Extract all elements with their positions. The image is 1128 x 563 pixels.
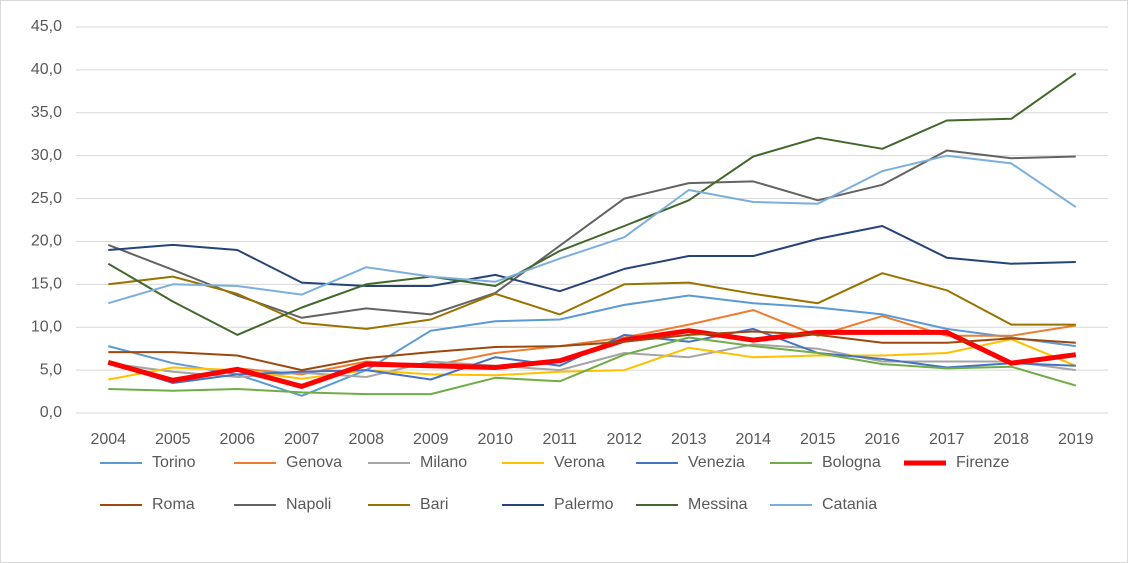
series-line — [108, 225, 1076, 293]
legend-label: Torino — [152, 454, 196, 471]
x-tick-label: 2004 — [90, 431, 126, 448]
y-tick-label: 40,0 — [31, 61, 62, 78]
x-tick-label: 2016 — [864, 431, 900, 448]
series-line — [108, 309, 1076, 380]
legend-label: Bologna — [822, 454, 881, 471]
series-line — [108, 338, 1077, 381]
x-tick-label: 2011 — [543, 431, 578, 448]
x-tick-label: 2008 — [348, 431, 384, 448]
y-tick-label: 30,0 — [31, 147, 62, 164]
x-tick-label: 2009 — [413, 431, 449, 448]
legend-label: Venezia — [688, 454, 745, 471]
series-line — [107, 72, 1077, 336]
y-tick-label: 5,0 — [40, 361, 62, 378]
y-tick-label: 15,0 — [31, 276, 62, 293]
y-tick-label: 25,0 — [31, 190, 62, 207]
legend-label: Firenze — [956, 454, 1009, 471]
legend-label: Roma — [152, 496, 195, 513]
x-tick-label: 2005 — [155, 431, 191, 448]
x-tick-label: 2007 — [284, 431, 320, 448]
x-tick-label: 2019 — [1058, 431, 1094, 448]
series-line — [107, 149, 1076, 319]
y-tick-label: 20,0 — [31, 233, 62, 250]
series-line — [108, 336, 1077, 396]
x-tick-label: 2015 — [800, 431, 836, 448]
legend-label: Napoli — [286, 496, 331, 513]
series-line — [108, 330, 1076, 372]
x-tick-label: 2010 — [477, 431, 513, 448]
series-line — [107, 328, 1077, 389]
x-tick-label: 2012 — [606, 431, 642, 448]
legend-label: Palermo — [554, 496, 614, 513]
x-tick-label: 2018 — [993, 431, 1029, 448]
x-tick-label: 2013 — [671, 431, 707, 448]
legend-label: Messina — [688, 496, 748, 513]
legend-label: Verona — [554, 454, 605, 471]
legend-label: Genova — [286, 454, 342, 471]
y-tick-label: 10,0 — [31, 318, 62, 335]
series-line — [108, 272, 1076, 330]
x-tick-label: 2014 — [735, 431, 771, 448]
legend-label: Bari — [420, 496, 448, 513]
x-tick-label: 2006 — [219, 431, 255, 448]
y-tick-label: 0,0 — [40, 404, 62, 421]
series-line — [108, 294, 1076, 397]
y-tick-label: 35,0 — [31, 104, 62, 121]
legend-label: Milano — [420, 454, 467, 471]
y-tick-label: 45,0 — [31, 18, 62, 35]
series-line — [108, 154, 1077, 305]
legend-label: Catania — [822, 496, 877, 513]
x-tick-label: 2017 — [929, 431, 965, 448]
